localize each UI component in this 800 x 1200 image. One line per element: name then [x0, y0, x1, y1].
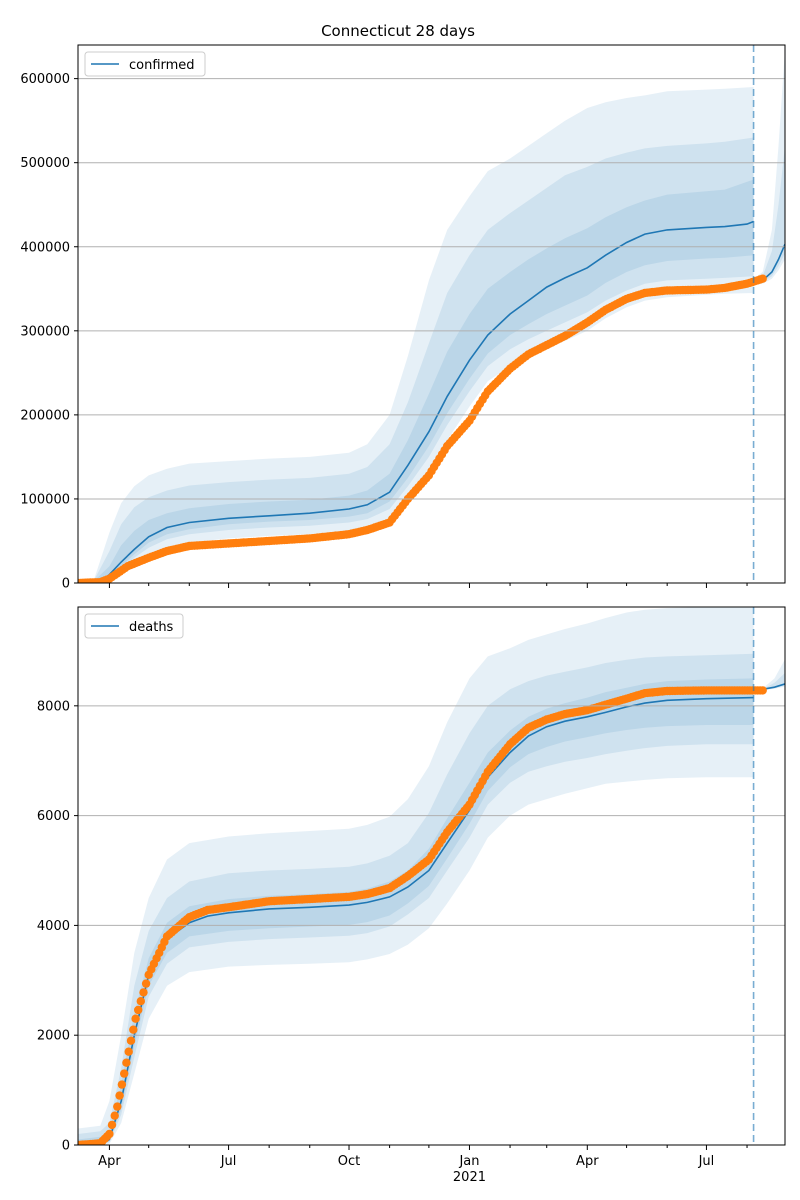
- y-tick-label: 100000: [20, 492, 70, 507]
- plot-area: [78, 49, 785, 583]
- observed-point: [139, 988, 148, 997]
- confirmed-panel: 0 100000 200000 300000 400000 500000 600000 con…: [20, 44, 786, 592]
- observed-point: [122, 1058, 131, 1067]
- axes-frame: [77, 606, 786, 1146]
- observed-point: [758, 686, 767, 695]
- observed-point: [758, 274, 767, 283]
- x-tick-label: Apr: [576, 1154, 599, 1169]
- observed-point: [141, 979, 151, 988]
- legend: deaths: [84, 613, 184, 639]
- x-tick-label: Jul: [698, 1154, 715, 1169]
- y-tick-label: 0: [62, 577, 70, 592]
- uncertainty-band-2: [78, 137, 754, 583]
- observed-point: [107, 1120, 117, 1130]
- chart-title: Connecticut 28 days: [321, 22, 475, 40]
- uncertainty-band-1: [78, 87, 754, 583]
- plot-area: [78, 607, 785, 1145]
- legend-label: confirmed: [129, 58, 195, 73]
- y-tick-label: 8000: [37, 699, 70, 714]
- observed-point: [105, 1129, 114, 1139]
- uncertainty-band-3: [78, 179, 754, 583]
- observed-points: [78, 274, 767, 583]
- y-tick-label: 200000: [20, 408, 70, 423]
- observed-point: [129, 1025, 138, 1034]
- observed-point: [124, 1047, 133, 1056]
- y-tick-label: 6000: [37, 809, 70, 824]
- legend-label: deaths: [129, 620, 174, 635]
- x-year-label: 2021: [453, 1170, 486, 1185]
- y-tick-label: 300000: [20, 324, 70, 339]
- uncertainty-band-1: [78, 607, 754, 1145]
- x-tick-label: Oct: [338, 1154, 360, 1169]
- legend-box: [84, 613, 184, 639]
- y-tick-label: 2000: [37, 1029, 70, 1044]
- forecast-band-1: [753, 49, 785, 285]
- observed-points: [78, 686, 767, 1145]
- observed-point: [113, 1102, 122, 1111]
- forecast-band-2: [753, 145, 785, 284]
- forecast-band-1: [753, 659, 785, 691]
- x-tick-label: Jul: [220, 1154, 237, 1169]
- x-tick-label: Apr: [98, 1154, 121, 1169]
- observed-point: [117, 1080, 127, 1089]
- observed-point: [126, 1036, 136, 1045]
- axes-frame: [77, 44, 786, 584]
- deaths-panel: 0 2000 4000 6000 8000 Apr Jul Oct Jan Apr Jul 2021 d…: [37, 606, 786, 1185]
- model-line: [78, 220, 754, 583]
- observed-point: [115, 1091, 124, 1100]
- uncertainty-band-2: [78, 653, 754, 1145]
- observed-point: [120, 1069, 129, 1078]
- observed-point: [136, 997, 145, 1006]
- y-tick-label: 600000: [20, 72, 70, 87]
- y-tick-label: 0: [62, 1139, 70, 1154]
- legend: confirmed: [84, 51, 206, 77]
- y-tick-label: 4000: [37, 919, 70, 934]
- observed-point: [110, 1111, 119, 1120]
- legend-box: [84, 51, 206, 77]
- y-tick-label: 400000: [20, 240, 70, 255]
- y-tick-label: 500000: [20, 156, 70, 171]
- observed-point: [131, 1014, 140, 1023]
- observed-point: [134, 1005, 143, 1015]
- x-tick-label: Jan: [458, 1154, 479, 1169]
